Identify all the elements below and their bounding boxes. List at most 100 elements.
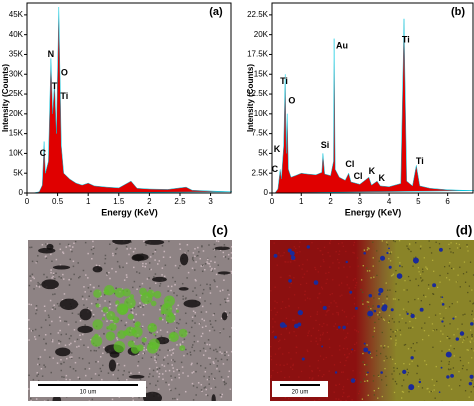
noise [338, 254, 339, 255]
noise [392, 359, 393, 360]
noise [472, 336, 473, 337]
noise [439, 313, 440, 314]
noise [117, 378, 119, 380]
noise [171, 364, 173, 366]
noise [197, 255, 199, 256]
blue-phase [274, 254, 278, 258]
noise [390, 253, 391, 254]
noise [43, 364, 45, 366]
noise [342, 396, 343, 397]
green-phase [168, 312, 173, 317]
noise [164, 365, 166, 367]
noise [467, 292, 468, 293]
x-tick-label: 0 [270, 197, 275, 206]
noise [341, 282, 342, 283]
noise [149, 262, 151, 264]
noise [320, 338, 321, 339]
noise [359, 391, 360, 392]
noise [44, 305, 46, 307]
noise [463, 273, 464, 274]
noise [228, 376, 230, 378]
noise [182, 341, 184, 343]
noise [91, 310, 93, 312]
noise [335, 302, 336, 303]
noise [151, 357, 153, 359]
blue-phase [345, 261, 347, 263]
noise [290, 261, 291, 262]
noise [280, 255, 281, 256]
blue-phase [367, 311, 373, 317]
noise [360, 381, 361, 382]
noise [347, 348, 348, 349]
noise [115, 249, 117, 251]
noise [115, 287, 117, 289]
noise [320, 334, 321, 335]
noise [68, 244, 70, 246]
noise [231, 246, 233, 248]
noise [50, 254, 52, 256]
noise [280, 371, 281, 372]
noise [48, 317, 50, 319]
green-phase [104, 285, 114, 295]
noise [467, 250, 468, 251]
dark-pore [132, 255, 145, 261]
noise [402, 318, 403, 319]
noise [201, 311, 203, 313]
noise [449, 306, 450, 307]
noise [49, 324, 51, 326]
noise [326, 324, 327, 325]
noise [195, 280, 197, 282]
blue-phase [377, 305, 380, 308]
noise [291, 283, 292, 284]
noise [289, 287, 290, 288]
noise [463, 339, 464, 340]
noise [213, 361, 215, 363]
noise [373, 375, 374, 376]
noise [275, 287, 276, 288]
noise [43, 274, 45, 276]
blue-phase [402, 370, 406, 374]
noise [304, 274, 305, 275]
noise [323, 259, 324, 260]
noise [36, 261, 38, 263]
noise [354, 329, 355, 330]
noise [317, 248, 318, 249]
noise [149, 368, 151, 370]
noise [330, 294, 331, 295]
noise [210, 324, 212, 326]
noise [337, 329, 338, 330]
blue-phase [274, 336, 277, 339]
noise [429, 247, 430, 248]
noise [386, 298, 387, 299]
blue-phase [452, 318, 454, 320]
noise [178, 267, 180, 269]
noise [122, 374, 124, 376]
noise [312, 377, 313, 378]
noise [66, 246, 68, 248]
noise [223, 328, 225, 330]
noise [104, 300, 106, 302]
noise [382, 332, 383, 333]
noise [187, 375, 189, 377]
noise [448, 368, 449, 369]
noise [449, 265, 450, 266]
noise [73, 266, 75, 268]
noise [407, 369, 408, 370]
noise [45, 243, 47, 245]
noise [403, 379, 404, 380]
noise [185, 297, 187, 299]
peak-label: Cl [354, 171, 363, 181]
noise [325, 314, 326, 315]
noise [351, 399, 352, 400]
green-phase [123, 330, 129, 336]
blue-phase [351, 349, 353, 351]
noise [353, 244, 354, 245]
noise [136, 271, 138, 273]
blue-phase [378, 293, 381, 296]
noise [336, 312, 337, 313]
noise [272, 370, 273, 371]
noise [205, 371, 207, 373]
noise [87, 277, 89, 279]
noise [377, 314, 378, 315]
green-phase [147, 290, 155, 298]
